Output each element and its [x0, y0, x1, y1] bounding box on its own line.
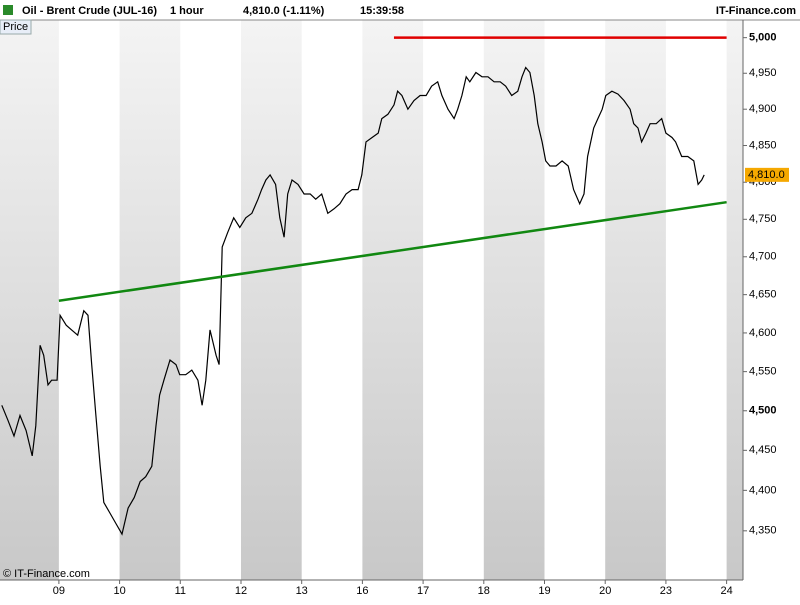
last-price-label: 4,810.0 — [748, 169, 785, 181]
day-band — [483, 20, 545, 580]
y-tick-label: 4,700 — [749, 251, 777, 263]
y-tick-label: 4,350 — [749, 525, 777, 537]
day-band — [240, 20, 302, 580]
y-tick-label: 4,550 — [749, 366, 777, 378]
y-tick-label: 4,600 — [749, 327, 777, 339]
x-tick-label: 09 — [53, 585, 65, 597]
icon — [3, 5, 13, 15]
y-tick-label: 4,400 — [749, 484, 777, 496]
x-tick-label: 12 — [235, 585, 247, 597]
x-tick-label: 16 — [356, 585, 368, 597]
y-tick-label: 4,850 — [749, 139, 777, 151]
time: 15:39:58 — [360, 5, 404, 17]
x-tick-label: 23 — [660, 585, 672, 597]
x-tick-label: 17 — [417, 585, 429, 597]
day-band — [119, 20, 181, 580]
chart-title: Oil - Brent Crude (JUL-16) — [22, 5, 157, 17]
header-bg — [0, 0, 800, 20]
y-tick-label: 4,450 — [749, 444, 777, 456]
header-price: 4,810.0 (-1.11%) — [243, 5, 325, 17]
y-tick-label: 5,000 — [749, 32, 777, 44]
y-tick-label: 4,650 — [749, 289, 777, 301]
last-price-box — [745, 167, 789, 182]
y-tick-label: 4,750 — [749, 213, 777, 225]
day-band — [362, 20, 424, 580]
y-tick-label: 4,900 — [749, 103, 777, 115]
price-line — [1, 66, 705, 536]
interval: 1 hour — [170, 5, 204, 17]
x-tick-label: 10 — [113, 585, 125, 597]
day-band — [0, 20, 59, 580]
x-tick-label: 19 — [538, 585, 550, 597]
trend-line — [58, 200, 727, 302]
y-label: Price — [3, 21, 28, 33]
x-tick-label: 18 — [478, 585, 490, 597]
copyright: © IT-Finance.com — [3, 568, 90, 580]
header: Oil - Brent Crude (JUL-16) 1 hour 4,810.… — [0, 0, 800, 21]
x-tick-label: 13 — [296, 585, 308, 597]
day-band — [605, 20, 666, 580]
x-tick-label: 20 — [599, 585, 611, 597]
y-label-box — [0, 19, 32, 35]
day-band — [726, 20, 743, 580]
y-tick-label: 4,500 — [749, 405, 777, 417]
x-tick-label: 11 — [175, 585, 186, 597]
source: IT-Finance.com — [716, 5, 796, 17]
y-tick-label: 4,950 — [749, 67, 777, 79]
x-tick-label: 24 — [720, 585, 732, 597]
